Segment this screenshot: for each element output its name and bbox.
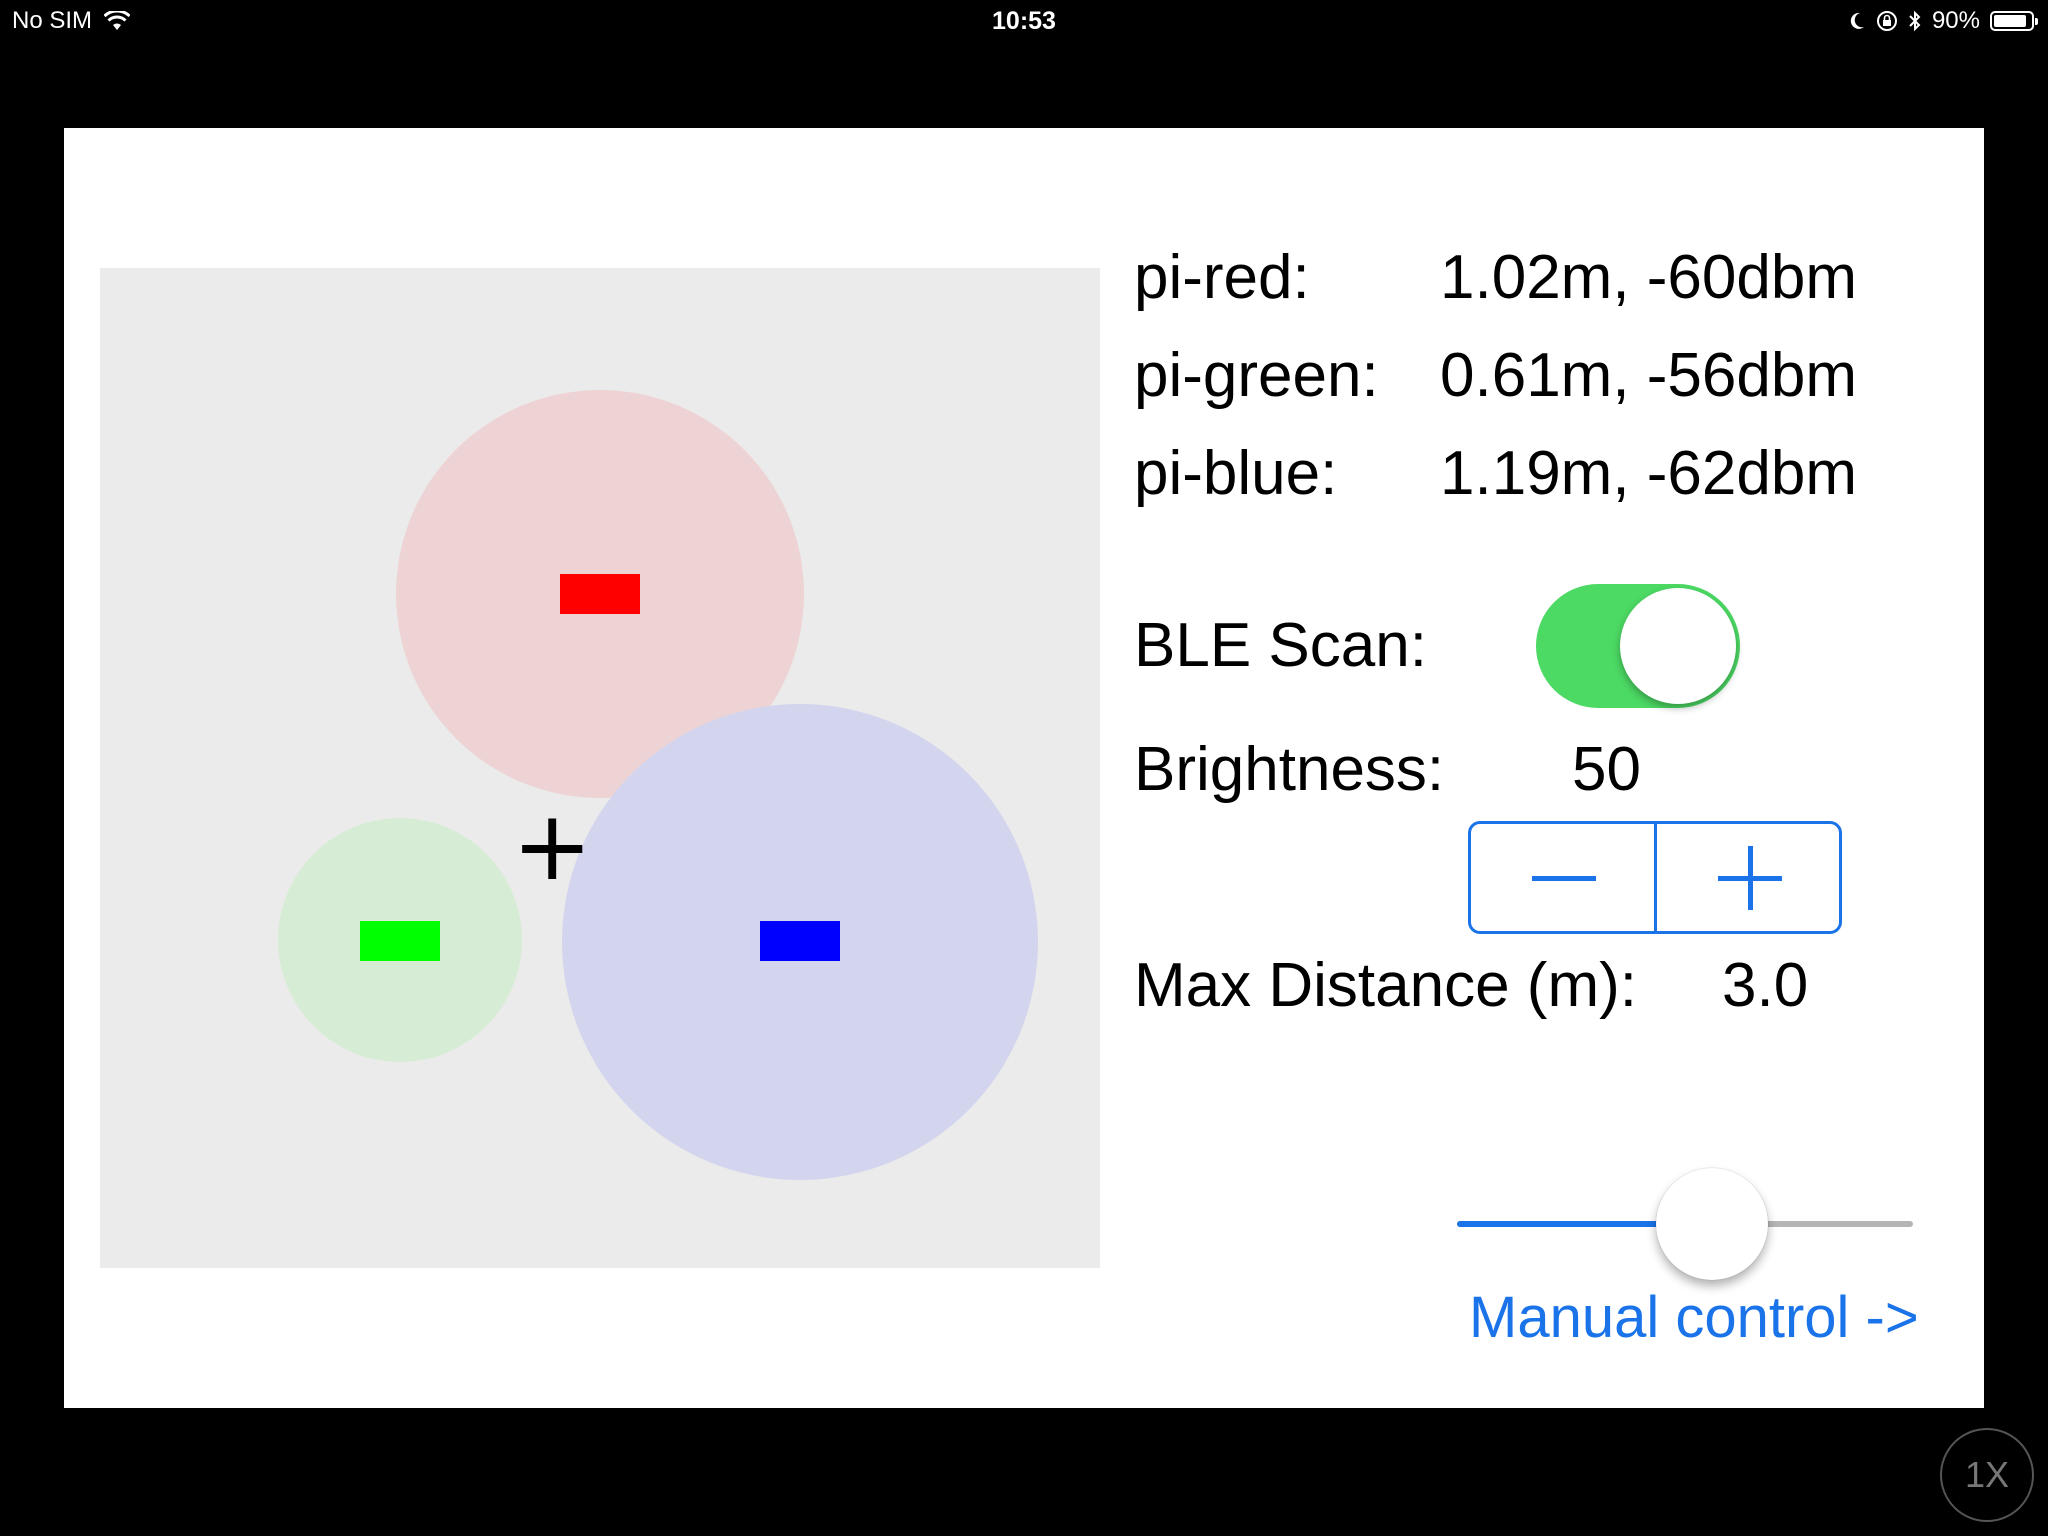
manual-control-link[interactable]: Manual control -> [1469, 1285, 1919, 1350]
battery-percent: 90% [1931, 7, 1980, 34]
brightness-label: Brightness: [1134, 735, 1445, 804]
slider-track-fill [1457, 1221, 1712, 1227]
toggle-knob [1620, 588, 1736, 704]
brightness-stepper [1468, 821, 1842, 934]
brightness-value: 50 [1572, 735, 1641, 804]
pi-red-beacon [560, 574, 640, 614]
pi-green-beacon [360, 921, 440, 961]
status-left: No SIM [12, 7, 131, 35]
pi-red-reading: 1.02m, -60dbm [1440, 243, 1857, 312]
battery-icon [1990, 11, 2038, 31]
status-time: 10:53 [992, 7, 1056, 35]
pi-blue-reading: 1.19m, -62dbm [1440, 439, 1857, 508]
zoom-badge[interactable]: 1X [1940, 1428, 2034, 1522]
pi-red-label: pi-red: [1134, 243, 1310, 312]
app-view: + pi-red: 1.02m, -60dbm pi-green: 0.61m,… [64, 128, 1984, 1408]
plus-icon-vertical [1747, 846, 1753, 910]
beacon-map: + [100, 268, 1100, 1268]
pi-blue-label: pi-blue: [1134, 439, 1338, 508]
max-distance-value: 3.0 [1722, 951, 1809, 1020]
status-bar: No SIM 10:53 90% [0, 0, 2048, 42]
minus-icon [1532, 876, 1596, 881]
pi-green-reading: 0.61m, -56dbm [1440, 341, 1857, 410]
carrier-label: No SIM [12, 7, 93, 34]
max-distance-slider[interactable] [1457, 1168, 1913, 1300]
wifi-icon [104, 11, 131, 30]
bluetooth-icon [1909, 10, 1921, 32]
ble-scan-label: BLE Scan: [1134, 611, 1427, 680]
ble-scan-toggle[interactable] [1536, 584, 1740, 708]
increment-button[interactable] [1653, 824, 1840, 931]
moon-icon [1850, 12, 1864, 29]
status-right: 90% [1848, 7, 2038, 35]
slider-thumb[interactable] [1656, 1168, 1768, 1280]
decrement-button[interactable] [1471, 824, 1654, 931]
pi-green-label: pi-green: [1134, 341, 1379, 410]
pi-blue-beacon [760, 921, 840, 961]
max-distance-label: Max Distance (m): [1134, 951, 1637, 1020]
battery-fill [1994, 15, 2026, 27]
orientation-lock-icon [1876, 11, 1897, 31]
position-marker: + [512, 790, 593, 902]
